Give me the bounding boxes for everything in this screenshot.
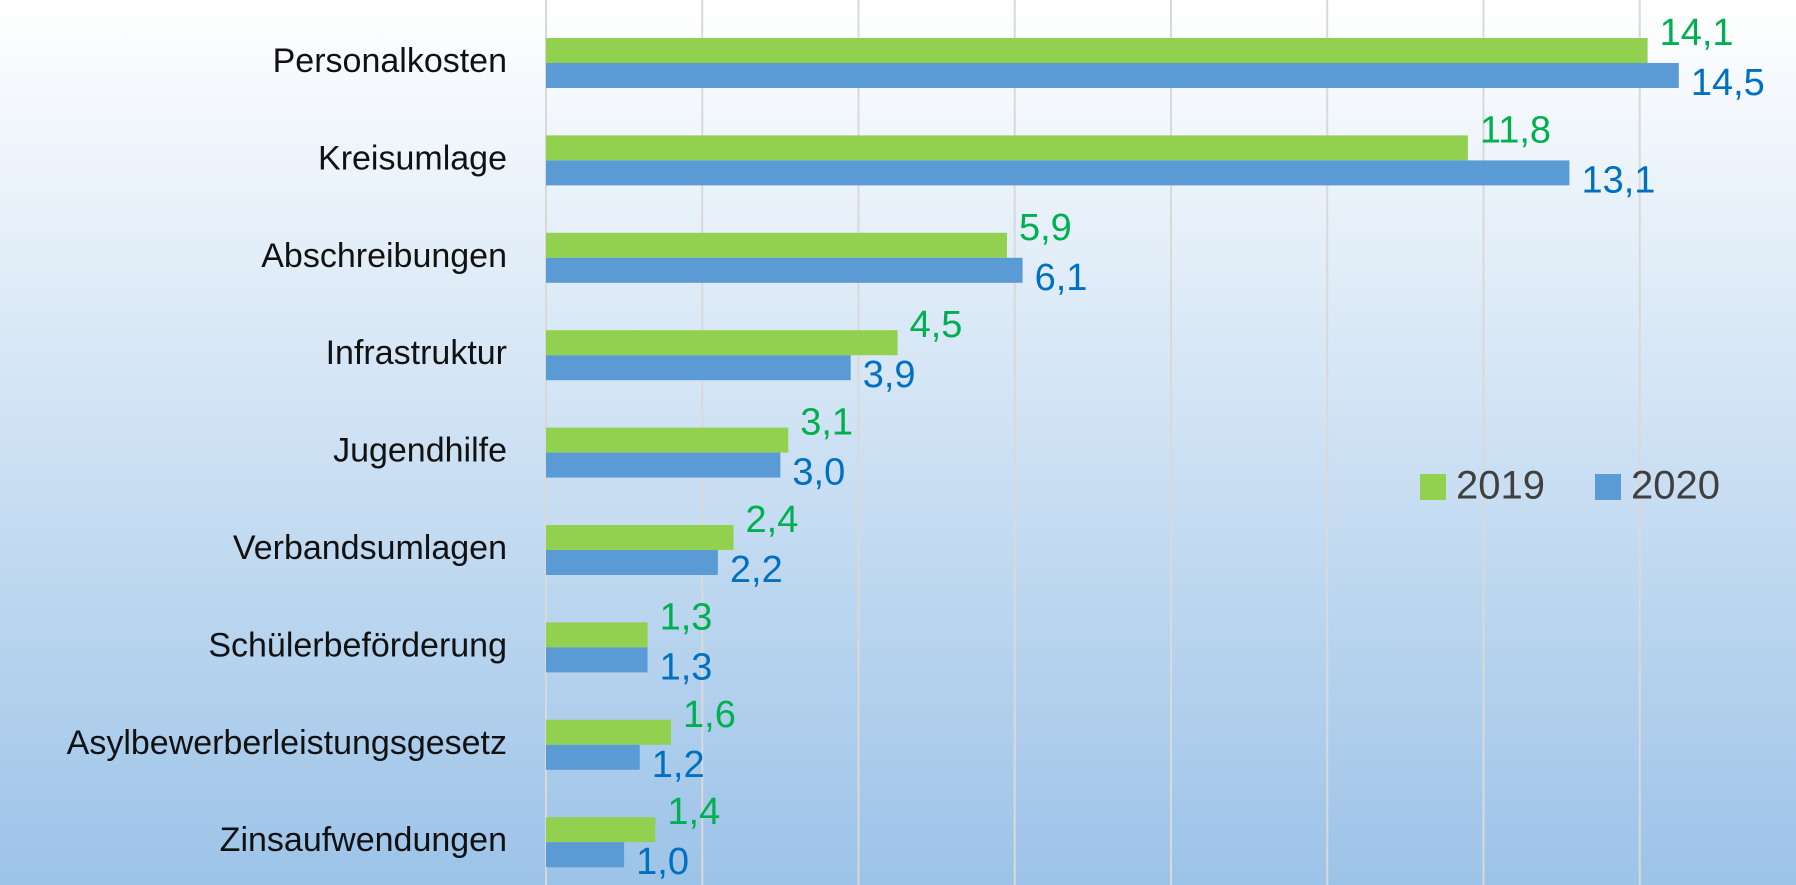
value-label: 13,1 xyxy=(1581,159,1655,201)
value-label: 1,0 xyxy=(636,841,689,883)
category-label: Schülerbeförderung xyxy=(208,626,507,664)
bar xyxy=(546,452,781,478)
value-label: 1,3 xyxy=(660,596,713,638)
value-label: 2,2 xyxy=(730,549,783,591)
bar xyxy=(546,38,1648,63)
legend-label: 2019 xyxy=(1456,464,1545,508)
value-label: 1,3 xyxy=(660,646,713,688)
value-label: 1,4 xyxy=(667,791,720,833)
legend-swatch xyxy=(1595,474,1621,500)
bar xyxy=(546,427,789,453)
value-label: 1,2 xyxy=(652,744,705,786)
bar xyxy=(546,257,1023,283)
bar xyxy=(546,647,648,673)
category-label: Abschreibungen xyxy=(261,237,507,275)
value-label: 3,9 xyxy=(863,354,916,396)
bar xyxy=(546,622,648,648)
bar xyxy=(546,842,625,868)
category-label: Jugendhilfe xyxy=(333,432,507,470)
category-label: Asylbewerberleistungsgesetz xyxy=(67,724,507,762)
value-label: 5,9 xyxy=(1019,207,1072,249)
category-label: Verbandsumlagen xyxy=(233,529,507,567)
bar xyxy=(546,550,718,575)
category-label: Kreisumlage xyxy=(318,139,507,177)
value-label: 3,1 xyxy=(800,402,853,444)
value-label: 14,1 xyxy=(1660,12,1734,54)
bar xyxy=(546,232,1007,258)
value-label: 3,0 xyxy=(792,452,845,494)
bar xyxy=(546,63,1679,88)
legend-swatch xyxy=(1420,474,1446,500)
category-label: Zinsaufwendungen xyxy=(220,821,507,859)
bar xyxy=(546,525,734,550)
bar xyxy=(546,135,1468,161)
value-label: 14,5 xyxy=(1691,62,1765,104)
legend-label: 2020 xyxy=(1631,464,1720,508)
category-label: Personalkosten xyxy=(273,42,507,80)
bar xyxy=(546,817,656,843)
value-label: 4,5 xyxy=(910,304,963,346)
value-label: 2,4 xyxy=(746,499,799,541)
category-label: Infrastruktur xyxy=(326,334,507,372)
value-label: 1,6 xyxy=(683,694,736,736)
bar xyxy=(546,355,851,381)
value-label: 6,1 xyxy=(1035,257,1088,299)
bar xyxy=(546,160,1570,186)
bar xyxy=(546,330,898,356)
value-label: 11,8 xyxy=(1480,109,1551,151)
bar xyxy=(546,719,671,745)
bar xyxy=(546,744,640,770)
